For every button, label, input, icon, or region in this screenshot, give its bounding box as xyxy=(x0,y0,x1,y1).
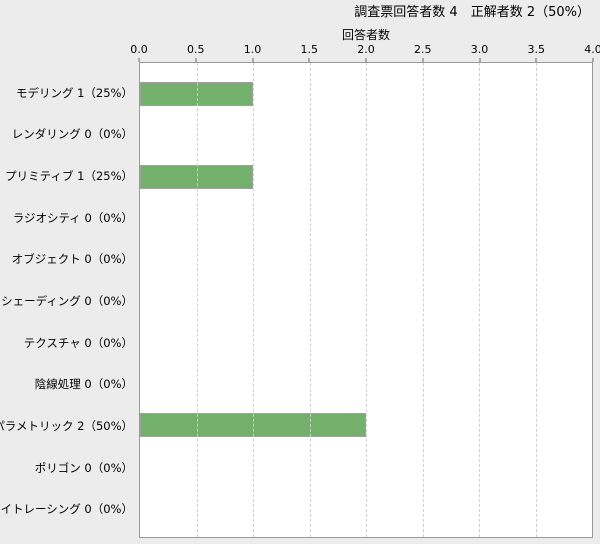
x-tick-mark xyxy=(535,58,537,62)
plot-area xyxy=(139,62,593,538)
x-tick-label: 2.0 xyxy=(357,43,375,56)
category-label: ラジオシティ 0（0%） xyxy=(12,210,133,225)
x-tick-mark xyxy=(308,58,310,62)
x-axis-label: 回答者数 xyxy=(341,28,390,42)
x-tick-mark xyxy=(365,58,367,62)
gridline xyxy=(422,63,424,537)
category-label: テクスチャ 0（0%） xyxy=(23,335,133,350)
category-label: ポリゴン 0（0%） xyxy=(34,460,133,475)
x-tick-mark xyxy=(138,58,140,62)
category-label: 陰線処理 0（0%） xyxy=(34,377,133,392)
gridline xyxy=(479,63,480,537)
x-tick-mark xyxy=(252,58,253,62)
x-tick-mark xyxy=(479,58,480,62)
category-label: レイトレーシング 0（0%） xyxy=(0,502,133,517)
category-label: オブジェクト 0（0%） xyxy=(11,252,133,267)
x-tick-label: 1.0 xyxy=(243,43,262,56)
gridline xyxy=(309,63,311,537)
x-tick-mark xyxy=(195,58,197,62)
x-tick-label: 3.5 xyxy=(527,43,546,56)
gridline xyxy=(253,63,254,537)
category-label: モデリング 1（25%） xyxy=(15,85,133,100)
x-tick-label: 2.5 xyxy=(414,43,432,56)
category-label: プリミティブ 1（25%） xyxy=(5,169,133,184)
category-label: シェーディング 0（0%） xyxy=(1,294,133,309)
x-tick-label: 0.0 xyxy=(130,43,148,56)
gridline xyxy=(366,63,367,537)
category-label: パラメトリック 2（50%） xyxy=(0,418,133,433)
x-tick-mark xyxy=(422,58,424,62)
category-labels: モデリング 1（25%） レンダリング 0（0%） プリミティブ 1（25%） ラジオ… xyxy=(0,62,133,538)
category-label: レンダリング 0（0%） xyxy=(11,127,133,142)
gridline xyxy=(535,63,537,537)
x-tick-label: 4.0 xyxy=(584,43,600,56)
chart-title: 調査票回答者数 4 正解者数 2（50%） xyxy=(354,5,590,20)
x-tick-mark xyxy=(592,58,594,62)
x-axis: 0.0 0.5 1.0 1.5 2.0 2.5 3.0 3.5 4.0 xyxy=(130,0,600,62)
x-tick-label: 3.0 xyxy=(470,43,489,56)
gridline xyxy=(196,63,198,537)
x-tick-label: 1.5 xyxy=(300,43,319,56)
x-tick-label: 0.5 xyxy=(187,43,205,56)
